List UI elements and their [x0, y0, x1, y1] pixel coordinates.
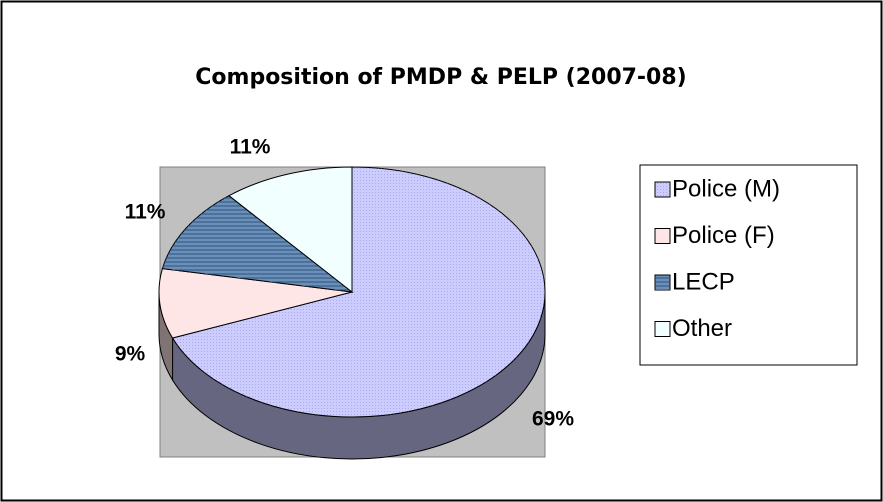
slice: [228, 166, 353, 294]
legend-label: Police (F): [672, 222, 775, 249]
slice: [158, 268, 353, 339]
legend-swatch: [654, 321, 671, 337]
legend-label: Police (M): [672, 175, 780, 202]
data-label: 11%: [230, 136, 271, 159]
legend-swatch-texture: [655, 275, 670, 290]
legend-label: Other: [672, 315, 732, 342]
legend: [639, 164, 858, 366]
data-label: 9%: [115, 343, 146, 366]
data-label: 69%: [532, 408, 574, 431]
legend-swatch: [654, 228, 671, 244]
legend-label: LECP: [672, 268, 735, 295]
legend-swatch-texture: [655, 182, 670, 197]
slice-texture: [162, 195, 352, 292]
slice-texture: [172, 167, 545, 418]
data-label: 11%: [125, 201, 166, 224]
chart-title: Composition of PMDP & PELP (2007-08): [195, 65, 686, 90]
